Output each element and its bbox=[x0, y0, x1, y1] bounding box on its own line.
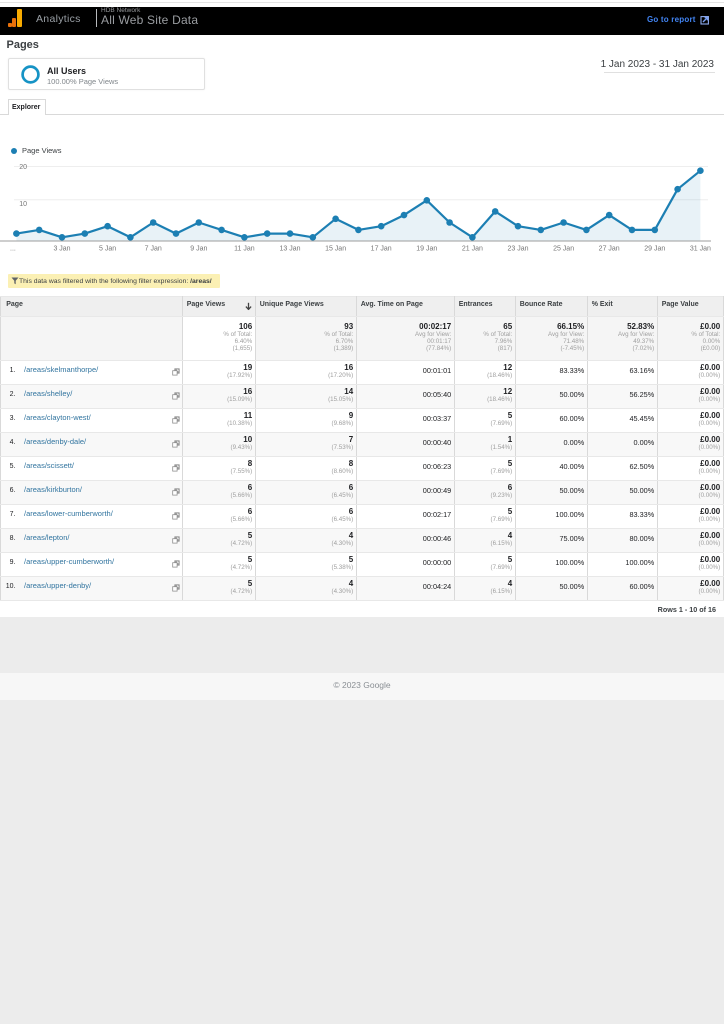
svg-text:17 Jan: 17 Jan bbox=[371, 246, 392, 253]
svg-text:...: ... bbox=[10, 246, 16, 253]
svg-text:27 Jan: 27 Jan bbox=[599, 246, 620, 253]
svg-text:11 Jan: 11 Jan bbox=[234, 246, 255, 253]
svg-text:20: 20 bbox=[19, 164, 27, 171]
svg-text:23 Jan: 23 Jan bbox=[507, 246, 528, 253]
svg-text:29 Jan: 29 Jan bbox=[644, 246, 665, 253]
svg-text:10: 10 bbox=[19, 201, 27, 208]
svg-text:25 Jan: 25 Jan bbox=[553, 246, 574, 253]
svg-text:5 Jan: 5 Jan bbox=[99, 246, 116, 253]
svg-text:3 Jan: 3 Jan bbox=[53, 246, 70, 253]
svg-text:21 Jan: 21 Jan bbox=[462, 246, 483, 253]
svg-text:15 Jan: 15 Jan bbox=[325, 246, 346, 253]
svg-text:19 Jan: 19 Jan bbox=[416, 246, 437, 253]
svg-text:7 Jan: 7 Jan bbox=[145, 246, 162, 253]
svg-text:9 Jan: 9 Jan bbox=[190, 246, 207, 253]
svg-text:31 Jan: 31 Jan bbox=[690, 246, 711, 253]
svg-text:13 Jan: 13 Jan bbox=[279, 246, 300, 253]
